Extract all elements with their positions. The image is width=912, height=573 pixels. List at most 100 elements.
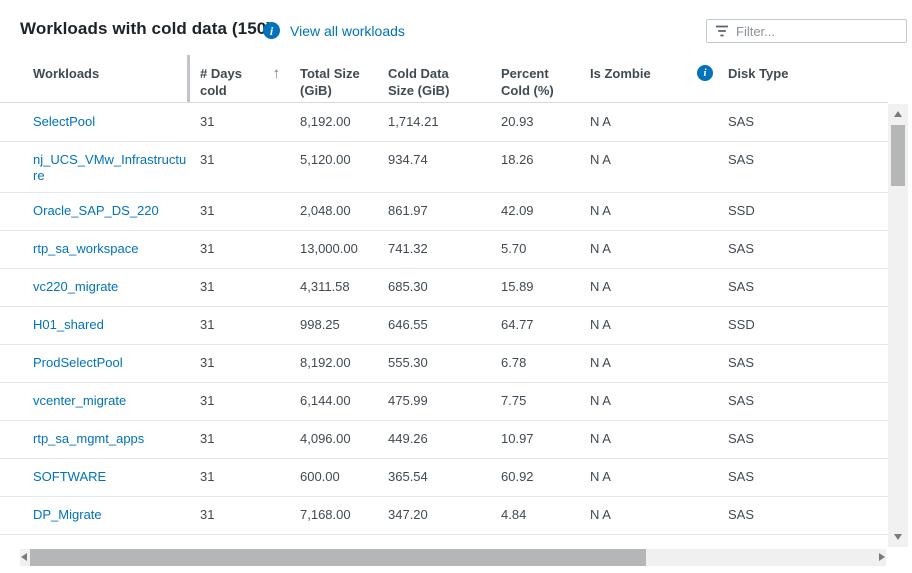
cell-cold-data-size: 934.74 [388, 152, 428, 167]
page-title: Workloads with cold data (150) [20, 19, 273, 38]
workload-link[interactable]: DP_Migrate [33, 507, 102, 522]
cell-workload: Oracle_SAP_DS_220 [33, 203, 200, 219]
cell-workload: H01_shared [33, 317, 200, 333]
cell-percent-cold: 10.97 [501, 431, 534, 446]
scroll-left-icon[interactable] [21, 553, 27, 561]
cell-disk-type: SAS [728, 431, 755, 446]
column-header-disk-type[interactable]: Disk Type [728, 57, 888, 102]
cell-workload: rtp_sa_mgmt_apps [33, 431, 200, 447]
cell-percent-cold: 18.26 [501, 152, 534, 167]
workload-link[interactable]: SelectPool [33, 114, 96, 129]
cell-days-cold: 31 [200, 317, 215, 332]
vertical-scrollbar[interactable] [888, 104, 908, 547]
cell-cold-data-size: 475.99 [388, 393, 428, 408]
column-header-total-size[interactable]: Total Size (GiB) [300, 57, 388, 102]
column-header-label: Total Size (GiB) [300, 66, 360, 98]
cell-cold-data-size: 555.30 [388, 355, 428, 370]
workload-link[interactable]: rtp_sa_mgmt_apps [33, 431, 145, 446]
filter-funnel-icon [716, 25, 728, 37]
cell-workload: rtp_sa_workspace [33, 241, 200, 257]
cell-cold-data-size: 741.32 [388, 241, 428, 256]
column-header-days-cold[interactable]: # Days cold ↑ [200, 57, 300, 102]
column-header-label: Is Zombie [590, 66, 651, 81]
cell-total-size: 7,168.00 [300, 507, 351, 522]
scroll-right-icon[interactable] [879, 553, 885, 561]
cell-cold-data-size: 685.30 [388, 279, 428, 294]
cell-disk-type: SAS [728, 279, 755, 294]
info-icon[interactable]: i [263, 22, 280, 39]
table-row: SelectPool 31 8,192.00 1,714.21 20.93 N … [0, 104, 888, 142]
cell-percent-cold: 60.92 [501, 469, 534, 484]
cell-workload: vc220_migrate [33, 279, 200, 295]
column-header-label: # Days cold [200, 66, 242, 98]
column-header-workloads[interactable]: Workloads [33, 57, 200, 102]
cell-total-size: 8,192.00 [300, 114, 351, 129]
table-row: nj_UCS_VMw_Infrastructure 31 5,120.00 93… [0, 142, 888, 193]
sort-ascending-icon: ↑ [272, 65, 281, 82]
cell-days-cold: 31 [200, 152, 215, 167]
table-row: rtp_sa_workspace 31 13,000.00 741.32 5.7… [0, 231, 888, 269]
cell-percent-cold: 6.78 [501, 355, 527, 370]
cell-disk-type: SSD [728, 203, 755, 218]
cell-total-size: 5,120.00 [300, 152, 351, 167]
cell-is-zombie: N A [590, 203, 611, 218]
workload-link[interactable]: rtp_sa_workspace [33, 241, 139, 256]
cell-disk-type: SAS [728, 241, 755, 256]
cell-days-cold: 31 [200, 203, 215, 218]
cell-disk-type: SAS [728, 355, 755, 370]
cell-days-cold: 31 [200, 114, 215, 129]
scroll-up-icon[interactable] [894, 111, 902, 117]
workload-link[interactable]: vcenter_migrate [33, 393, 127, 408]
cell-disk-type: SAS [728, 114, 755, 129]
table-body: SelectPool 31 8,192.00 1,714.21 20.93 N … [0, 104, 888, 535]
workload-link[interactable]: nj_UCS_VMw_Infrastructure [33, 152, 187, 183]
workload-link[interactable]: vc220_migrate [33, 279, 119, 294]
cell-cold-data-size: 347.20 [388, 507, 428, 522]
horizontal-scrollbar[interactable] [20, 549, 886, 566]
cell-days-cold: 31 [200, 241, 215, 256]
table-header-row: Workloads # Days cold ↑ Total Size (GiB)… [0, 55, 888, 103]
workload-link[interactable]: SOFTWARE [33, 469, 107, 484]
cell-total-size: 2,048.00 [300, 203, 351, 218]
workload-link[interactable]: ProdSelectPool [33, 355, 123, 370]
column-header-label: Workloads [33, 66, 100, 81]
cell-percent-cold: 20.93 [501, 114, 534, 129]
horizontal-scrollbar-thumb[interactable] [30, 549, 646, 566]
cell-is-zombie: N A [590, 507, 611, 522]
vertical-scrollbar-thumb[interactable] [891, 125, 905, 186]
cell-workload: vcenter_migrate [33, 393, 200, 409]
column-header-percent-cold[interactable]: Percent Cold (%) [501, 57, 590, 102]
scroll-down-icon[interactable] [894, 534, 902, 540]
workload-link[interactable]: H01_shared [33, 317, 104, 332]
cell-is-zombie: N A [590, 393, 611, 408]
cell-cold-data-size: 646.55 [388, 317, 428, 332]
cell-total-size: 4,311.58 [300, 279, 350, 294]
filter-input[interactable] [736, 23, 898, 39]
column-header-cold-data-size[interactable]: Cold Data Size (GiB) [388, 57, 501, 102]
cell-is-zombie: N A [590, 469, 611, 484]
cell-cold-data-size: 449.26 [388, 431, 428, 446]
workload-link[interactable]: Oracle_SAP_DS_220 [33, 203, 159, 218]
cell-disk-type: SAS [728, 469, 755, 484]
filter-input-wrapper [706, 19, 907, 43]
cell-is-zombie: N A [590, 241, 611, 256]
column-header-is-zombie[interactable]: Is Zombie i [590, 57, 728, 102]
cell-is-zombie: N A [590, 431, 611, 446]
info-icon[interactable]: i [697, 65, 713, 81]
cell-days-cold: 31 [200, 393, 215, 408]
cell-cold-data-size: 365.54 [388, 469, 428, 484]
table-row: SOFTWARE 31 600.00 365.54 60.92 N A SAS [0, 459, 888, 497]
cell-cold-data-size: 861.97 [388, 203, 428, 218]
cell-days-cold: 31 [200, 507, 215, 522]
column-divider[interactable] [187, 55, 190, 102]
cell-days-cold: 31 [200, 469, 215, 484]
cell-percent-cold: 64.77 [501, 317, 534, 332]
table-row: vcenter_migrate 31 6,144.00 475.99 7.75 … [0, 383, 888, 421]
cell-percent-cold: 4.84 [501, 507, 527, 522]
cell-percent-cold: 5.70 [501, 241, 527, 256]
cell-days-cold: 31 [200, 279, 215, 294]
cell-percent-cold: 42.09 [501, 203, 534, 218]
cell-workload: DP_Migrate [33, 507, 200, 523]
view-all-workloads-link[interactable]: View all workloads [290, 23, 405, 39]
